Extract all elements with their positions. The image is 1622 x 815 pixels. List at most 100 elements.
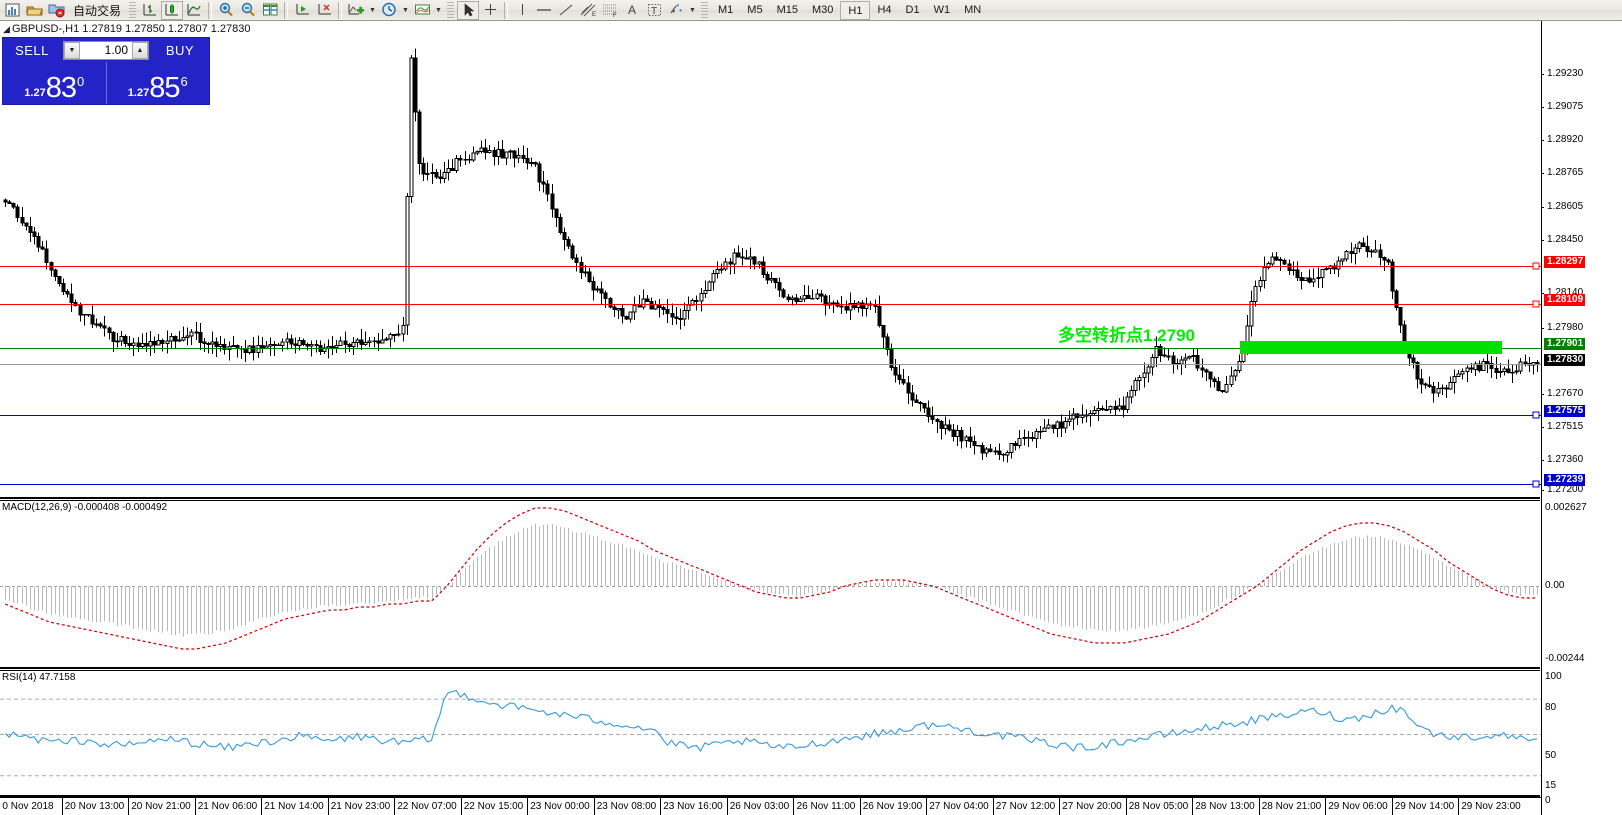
crosshair-icon[interactable] — [479, 1, 501, 20]
timeframe-m15[interactable]: M15 — [776, 3, 798, 16]
equidistant-channel-icon[interactable]: E — [577, 1, 599, 20]
price-tick-mark — [1541, 207, 1544, 208]
caret-down-icon[interactable]: ▼ — [64, 41, 80, 59]
bid-price[interactable]: 1.27 83 0 — [3, 62, 106, 104]
cursor-arrow-icon[interactable] — [457, 0, 480, 20]
volume-stepper[interactable]: ▼ 1.00 ▲ — [63, 40, 149, 60]
ask-price[interactable]: 1.27 85 6 — [105, 62, 210, 104]
vertical-line-icon[interactable] — [511, 1, 533, 20]
trade-panel-quotes: 1.27 83 0 1.27 85 6 — [3, 62, 209, 104]
time-tick-sep — [1059, 798, 1060, 815]
time-tick-label: 23 Nov 00:00 — [530, 801, 590, 812]
timeframe-w1[interactable]: W1 — [933, 3, 951, 16]
rsi-panel-bottom-divider — [0, 795, 1540, 797]
time-tick-label: 23 Nov 08:00 — [596, 801, 657, 812]
indicators-add-icon[interactable] — [345, 1, 367, 20]
price-axis[interactable]: 1.29230 1.29075 1.28920 1.28765 1.28605 1.284… — [1541, 21, 1622, 815]
price-level-tag[interactable]: 1.28297 — [1544, 256, 1586, 268]
chart-annotation-label[interactable]: 多空转折点1.2790 — [1058, 326, 1195, 345]
sell-button[interactable]: SELL — [15, 42, 49, 58]
chevron-down-icon[interactable]: ▼ — [402, 6, 409, 14]
time-tick-sep — [261, 798, 262, 815]
timeframe-m30[interactable]: M30 — [811, 3, 834, 16]
svg-text:T: T — [651, 6, 657, 17]
text-box-icon[interactable]: T — [643, 1, 665, 20]
price-level-tag[interactable]: 1.27239 — [1544, 474, 1586, 486]
autotrade-button[interactable]: 自动交易 — [73, 3, 122, 18]
caret-up-icon[interactable]: ▲ — [132, 41, 148, 59]
buy-button[interactable]: BUY — [165, 42, 195, 58]
time-axis[interactable]: 0 Nov 2018 20 Nov 13:00 20 Nov 21:00 21 Nov… — [0, 797, 1541, 815]
timeframe-d1[interactable]: D1 — [905, 3, 920, 16]
macd-panel-divider — [0, 497, 1540, 499]
price-tick-label: 1.29075 — [1547, 101, 1584, 112]
time-tick-label: 22 Nov 15:00 — [463, 801, 524, 812]
time-tick-sep — [394, 798, 395, 815]
price-tick-label: 1.27200 — [1547, 484, 1584, 495]
time-tick-label: 26 Nov 19:00 — [862, 801, 923, 812]
fibonacci-icon[interactable]: F — [599, 1, 621, 20]
indicator-tick-label: -0.00244 — [1545, 653, 1585, 664]
auto-scroll-icon[interactable] — [291, 1, 313, 20]
chart-shift-icon[interactable] — [313, 1, 335, 20]
price-axis-line — [1541, 21, 1542, 815]
time-tick-label: 28 Nov 13:00 — [1195, 801, 1255, 812]
chevron-down-icon[interactable]: ▼ — [689, 6, 696, 14]
chart-bar-icon[interactable] — [2, 1, 24, 20]
price-level-tag[interactable]: 1.27901 — [1544, 338, 1586, 350]
timeframe-h1[interactable]: H1 — [840, 0, 871, 20]
chevron-down-icon[interactable]: ▼ — [435, 6, 442, 14]
text-label-icon[interactable]: A — [621, 1, 643, 20]
timeframe-h4[interactable]: H4 — [877, 3, 892, 16]
macd-indicator-label[interactable]: MACD(12,26,9) -0.000408 -0.000492 — [2, 502, 168, 513]
indicator-tick-label: 50 — [1545, 750, 1557, 761]
time-tick-label: 26 Nov 11:00 — [796, 801, 856, 812]
timeframe-m5[interactable]: M5 — [747, 3, 763, 16]
svg-text:A: A — [628, 3, 636, 17]
templates-icon[interactable] — [411, 1, 433, 20]
candlestick-chart-icon[interactable] — [161, 0, 184, 20]
price-tick-label: 1.28920 — [1547, 134, 1584, 145]
tile-windows-icon[interactable] — [259, 1, 281, 20]
time-tick-sep — [859, 798, 861, 815]
folder-refresh-icon[interactable] — [46, 1, 68, 20]
horizontal-line-icon[interactable] — [533, 1, 555, 20]
toolbar-separator — [208, 1, 213, 19]
bar-chart-icon[interactable] — [139, 1, 161, 20]
toolbar-grip[interactable] — [447, 1, 455, 19]
price-level-tag[interactable]: 1.28109 — [1544, 294, 1586, 306]
price-level-tag[interactable]: 1.27830 — [1544, 354, 1586, 366]
toolbar-grip[interactable] — [129, 1, 137, 19]
rsi-indicator-label[interactable]: RSI(14) 47.7158 — [2, 672, 76, 683]
time-tick-sep — [593, 798, 595, 815]
time-tick-sep — [1458, 798, 1459, 815]
indicator-tick-label: 0.002627 — [1545, 502, 1587, 513]
price-tick-label: 1.27670 — [1547, 388, 1584, 399]
timeframe-mn[interactable]: MN — [964, 3, 982, 16]
price-tick-mark — [1541, 140, 1544, 141]
periods-clock-icon[interactable] — [378, 1, 400, 20]
time-tick-sep — [1125, 798, 1127, 815]
toolbar-grip[interactable] — [701, 1, 709, 19]
line-chart-icon[interactable] — [183, 1, 205, 20]
chart-canvas[interactable]: ◢ GBPUSD-,H1 1.27819 1.27850 1.27807 1.27… — [0, 21, 1622, 815]
volume-input[interactable]: 1.00 — [80, 41, 132, 59]
price-tick-label: 1.27980 — [1547, 322, 1584, 333]
timeframe-m1[interactable]: M1 — [718, 3, 734, 16]
objects-list-icon[interactable] — [665, 1, 687, 20]
time-tick-label: 20 Nov 13:00 — [64, 801, 125, 812]
chevron-down-icon[interactable]: ▼ — [369, 6, 376, 14]
one-click-trading-panel[interactable]: SELL ▼ 1.00 ▲ BUY 1.27 83 0 1.27 85 6 — [2, 37, 210, 105]
ask-prefix: 1.27 — [127, 87, 150, 99]
time-tick-label: 21 Nov 06:00 — [197, 801, 258, 812]
price-tick-label: 1.28605 — [1547, 201, 1584, 212]
price-tick-mark — [1541, 427, 1544, 428]
price-level-tag[interactable]: 1.27575 — [1544, 405, 1586, 417]
folder-yellow-icon[interactable] — [24, 1, 46, 20]
toolbar-separator — [338, 1, 343, 19]
trendline-icon[interactable] — [555, 1, 577, 20]
zoom-out-icon[interactable] — [237, 1, 259, 20]
chart-corner-icon: ◢ — [3, 24, 10, 34]
zoom-in-icon[interactable] — [215, 1, 237, 20]
